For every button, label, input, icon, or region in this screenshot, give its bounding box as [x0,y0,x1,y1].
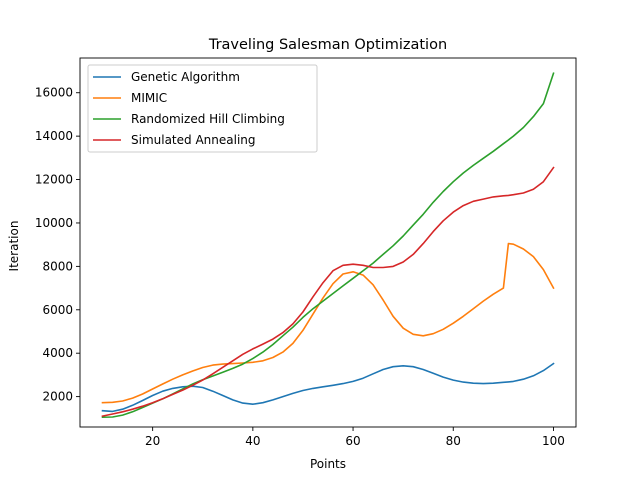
legend-label: Randomized Hill Climbing [131,112,285,126]
y-tick-label: 10000 [35,216,73,230]
x-tick-label: 40 [245,434,260,448]
legend-box [87,64,318,153]
y-tick-label: 6000 [42,303,73,317]
axes-frame [79,57,577,428]
y-tick-label: 8000 [42,259,73,273]
x-tick-label: 60 [345,434,360,448]
legend-label: Simulated Annealing [131,133,256,147]
x-tick-label: 80 [446,434,461,448]
y-tick-label: 2000 [42,390,73,404]
series-line-simulated-annealing [101,166,555,418]
y-axis: 2000 4000 6000 8000 10000 12000 14000 16000 [35,86,80,404]
x-tick-label: 100 [542,434,565,448]
x-axis-title: Points [310,457,346,471]
x-axis: 20 40 60 80 100 [145,427,565,448]
y-tick-label: 12000 [35,173,73,187]
series-line-mimic [101,242,555,404]
plot-lines [101,72,555,419]
x-tick-label: 20 [145,434,160,448]
legend-label: Genetic Algorithm [131,70,240,84]
series-line-genetic-algorithm [101,362,555,413]
legend: Genetic Algorithm MIMIC Randomized Hill Cl… [87,64,318,153]
legend-label: MIMIC [131,91,167,105]
y-tick-label: 16000 [35,86,73,100]
y-tick-label: 4000 [42,346,73,360]
y-tick-label: 14000 [35,129,73,143]
chart-title: Traveling Salesman Optimization [208,37,447,53]
y-axis-title: Iteration [7,221,21,272]
axes-border [79,57,577,428]
